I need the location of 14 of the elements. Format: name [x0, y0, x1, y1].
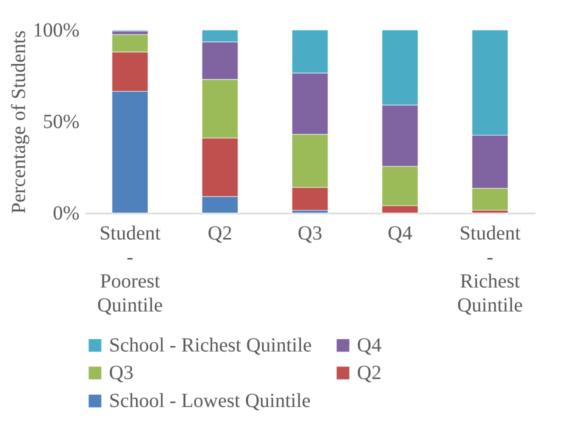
legend-label: School - Richest Quintile	[109, 334, 312, 356]
legend-label: School - Lowest Quintile	[109, 390, 311, 412]
legend-label: Q4	[357, 334, 382, 356]
y-tick-label: 100%	[32, 20, 80, 42]
y-tick-label: 0%	[52, 202, 80, 224]
y-axis-title: Percentage of Students	[8, 30, 30, 214]
x-tick-label: Q3	[298, 222, 322, 244]
x-tick-label: Q2	[208, 222, 232, 244]
x-tick-label: Student - Richest Quintile	[457, 222, 523, 316]
y-tick-label: 50%	[42, 111, 80, 133]
legend-label: Q3	[109, 362, 134, 384]
x-tick-label: Q4	[388, 222, 412, 244]
legend-label: Q2	[357, 362, 382, 384]
x-tick-label: Student - Poorest Quintile	[97, 222, 163, 316]
